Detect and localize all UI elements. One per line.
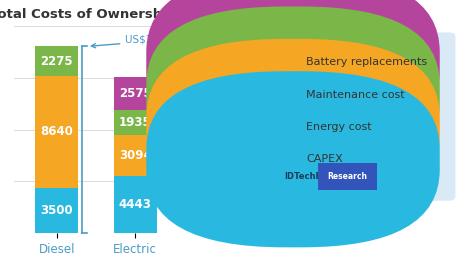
- Text: 8640: 8640: [40, 125, 73, 138]
- Bar: [113, 135, 157, 176]
- Title: Total Costs of Ownership (US$ Thousand): Total Costs of Ownership (US$ Thousand): [0, 8, 299, 20]
- Text: Battery replacements: Battery replacements: [305, 57, 426, 67]
- Text: Energy cost: Energy cost: [305, 122, 371, 132]
- Bar: [35, 76, 78, 188]
- Bar: [35, 46, 78, 76]
- Bar: [113, 77, 157, 110]
- Bar: [113, 110, 157, 135]
- Text: 4443: 4443: [118, 198, 151, 211]
- Text: CAPEX: CAPEX: [305, 154, 342, 164]
- Bar: [35, 188, 78, 233]
- Text: Research: Research: [327, 172, 367, 181]
- Bar: [113, 176, 157, 233]
- Text: Maintenance cost: Maintenance cost: [305, 90, 403, 99]
- Text: 2275: 2275: [40, 55, 73, 68]
- Text: 1935: 1935: [118, 117, 151, 130]
- Text: 3094: 3094: [118, 149, 151, 162]
- Text: 3500: 3500: [40, 204, 73, 217]
- Text: 2575: 2575: [118, 87, 151, 100]
- Text: IDTechEx: IDTechEx: [284, 172, 326, 181]
- Text: US$2.37 million: US$2.37 million: [91, 35, 207, 48]
